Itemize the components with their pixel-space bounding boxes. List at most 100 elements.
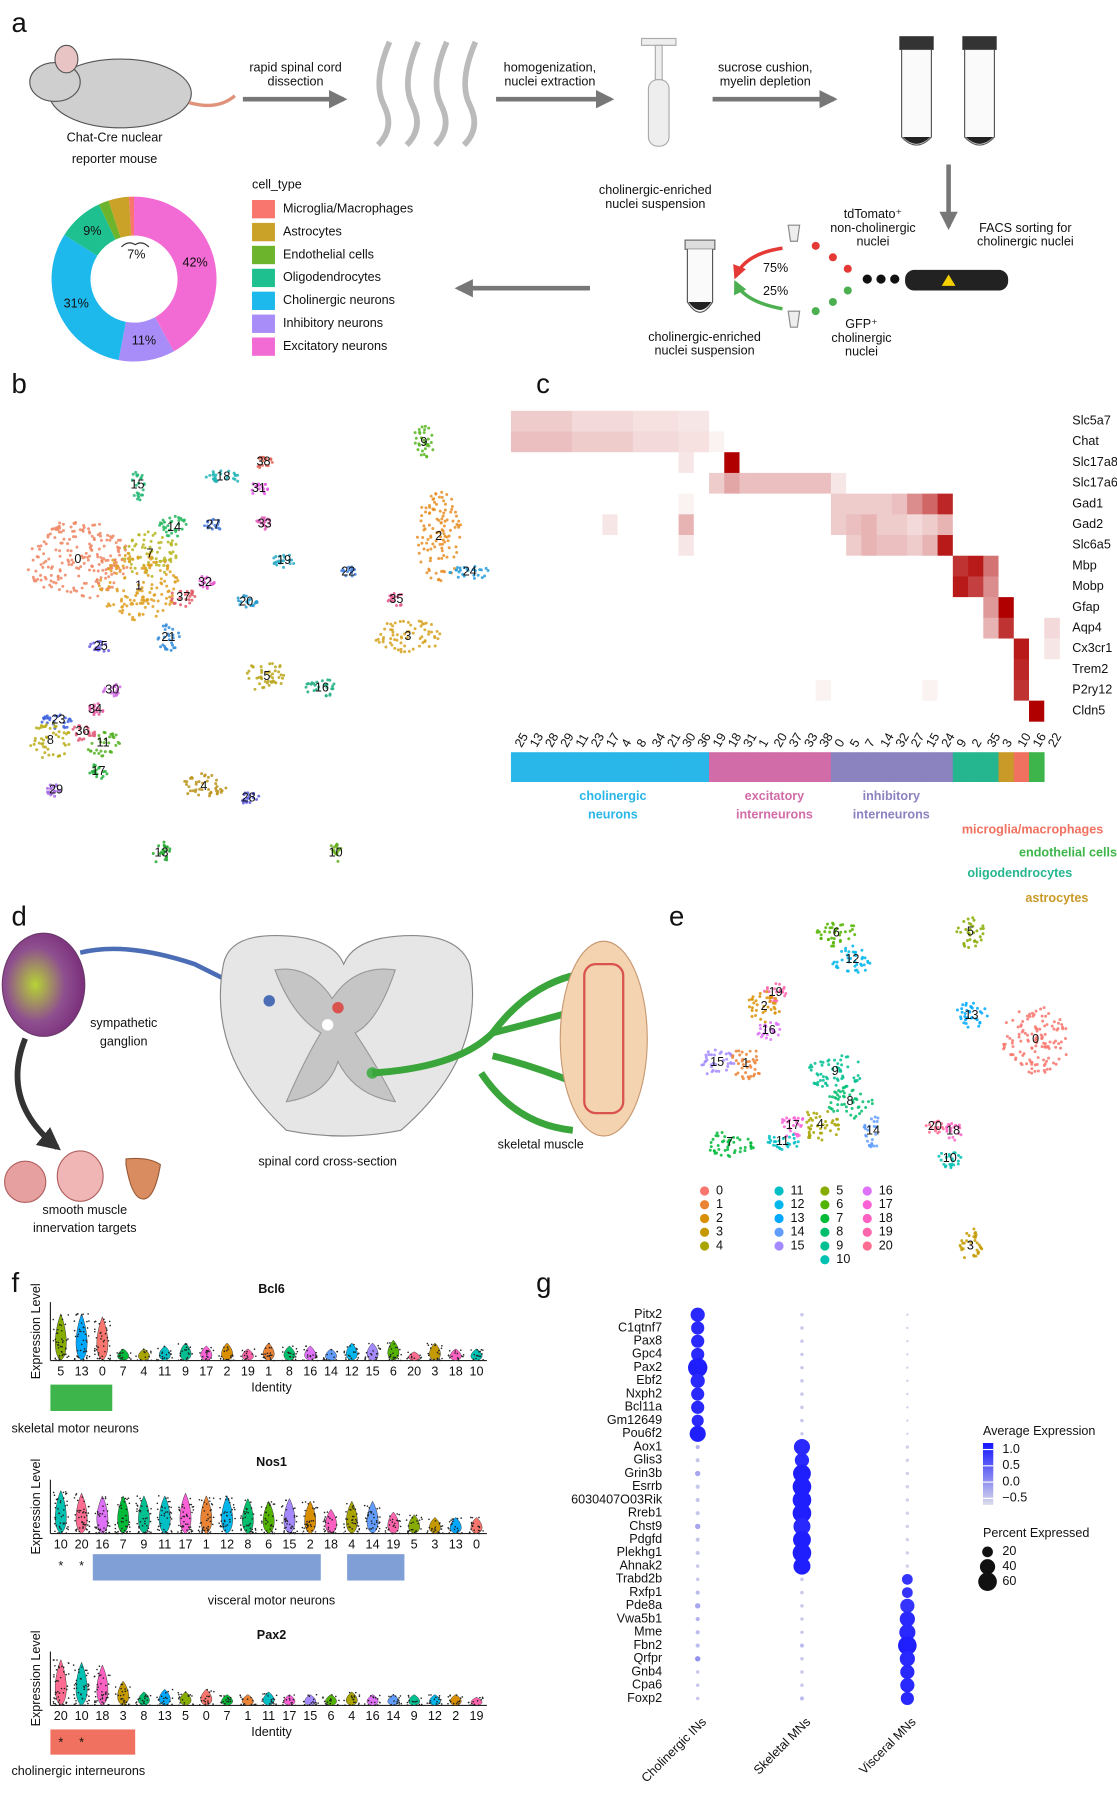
cell-point	[420, 635, 423, 638]
jitter-dot	[103, 1694, 105, 1696]
cell-point	[170, 544, 173, 547]
jitter-dot	[371, 1702, 373, 1704]
cell-point	[149, 591, 152, 594]
heat-cell	[800, 639, 816, 660]
panel-label: d	[11, 901, 26, 932]
heat-cell	[846, 618, 862, 639]
heat-cell	[724, 494, 740, 515]
dot	[800, 1406, 803, 1409]
heat-cell	[999, 639, 1015, 660]
jitter-dot	[359, 1696, 361, 1698]
jitter-dot	[400, 1354, 402, 1356]
jitter-dot	[97, 1512, 99, 1514]
dot	[690, 1426, 706, 1442]
jitter-dot	[407, 1351, 409, 1353]
jitter-dot	[182, 1699, 184, 1701]
heat-cell	[785, 535, 801, 556]
small-tube	[788, 311, 799, 327]
jitter-dot	[291, 1704, 293, 1706]
jitter-dot	[94, 1329, 96, 1331]
label: cholinergic-enriched	[599, 183, 712, 197]
cell-point	[821, 1085, 824, 1088]
group-bar	[892, 752, 908, 782]
cell-point	[168, 603, 171, 606]
jitter-dot	[324, 1520, 326, 1522]
jitter-dot	[124, 1530, 126, 1532]
heat-cell	[1044, 639, 1060, 660]
jitter-dot	[204, 1510, 206, 1512]
jitter-dot	[59, 1704, 61, 1706]
jitter-dot	[379, 1507, 381, 1509]
cell-point	[431, 448, 434, 451]
jitter-dot	[207, 1514, 209, 1516]
jitter-dot	[452, 1518, 454, 1520]
heat-cell	[755, 514, 771, 535]
jitter-dot	[74, 1684, 76, 1686]
jitter-dot	[448, 1532, 450, 1534]
jitter-dot	[60, 1502, 62, 1504]
jitter-dot	[74, 1520, 76, 1522]
cell-point	[448, 534, 451, 537]
jitter-dot	[270, 1347, 272, 1349]
heat-cell	[800, 556, 816, 577]
violin	[305, 1346, 316, 1361]
violin	[346, 1692, 357, 1705]
heat-cell	[983, 639, 999, 660]
x-tick-label: 11	[158, 1364, 171, 1378]
cell-point	[85, 552, 88, 555]
jitter-dot	[184, 1349, 186, 1351]
panel-label: c	[536, 368, 550, 399]
cell-point	[377, 638, 380, 641]
cell-point	[261, 686, 264, 689]
jitter-dot	[346, 1503, 348, 1505]
cluster-label: 15	[130, 478, 144, 492]
group-label: interneurons	[736, 808, 813, 822]
jitter-dot	[313, 1699, 315, 1701]
heat-cell	[1014, 659, 1030, 680]
jitter-dot	[265, 1523, 267, 1525]
heat-cell	[1044, 514, 1060, 535]
cell-point	[1017, 1026, 1020, 1029]
jitter-dot	[139, 1511, 141, 1513]
cell-point	[386, 622, 389, 625]
cell-point	[826, 923, 829, 926]
heat-cell	[755, 701, 771, 722]
heat-cell	[511, 701, 527, 722]
jitter-dot	[267, 1532, 269, 1534]
cell-point	[773, 1006, 776, 1009]
jitter-dot	[355, 1523, 357, 1525]
jitter-dot	[274, 1533, 276, 1535]
heat-cell	[907, 494, 923, 515]
jitter-dot	[348, 1355, 350, 1357]
group-box	[347, 1554, 404, 1580]
cell-point	[1044, 1015, 1047, 1018]
jitter-dot	[181, 1359, 183, 1361]
heat-cell	[800, 597, 816, 618]
cell-point	[158, 564, 161, 567]
cell-point	[147, 602, 150, 605]
heat-cell	[557, 556, 573, 577]
cell-point	[436, 518, 439, 521]
cell-point	[429, 547, 432, 550]
jitter-dot	[159, 1525, 161, 1527]
cell-point	[431, 543, 434, 546]
jitter-dot	[129, 1526, 131, 1528]
heat-cell	[755, 452, 771, 473]
jitter-dot	[266, 1693, 268, 1695]
label: 75%	[763, 261, 788, 275]
dot	[906, 1433, 908, 1435]
cell-point	[278, 676, 281, 679]
group-bar	[755, 752, 771, 782]
cell-point	[272, 557, 275, 560]
jitter-dot	[119, 1357, 121, 1359]
heat-cell	[816, 576, 832, 597]
heat-cell	[663, 452, 679, 473]
cell-point	[54, 548, 57, 551]
label: dissection	[268, 74, 324, 88]
jitter-dot	[470, 1349, 472, 1351]
heat-cell	[831, 452, 847, 473]
jitter-dot	[413, 1701, 415, 1703]
jitter-dot	[66, 1527, 68, 1529]
cell-point	[106, 534, 109, 537]
heat-cell	[740, 411, 756, 432]
